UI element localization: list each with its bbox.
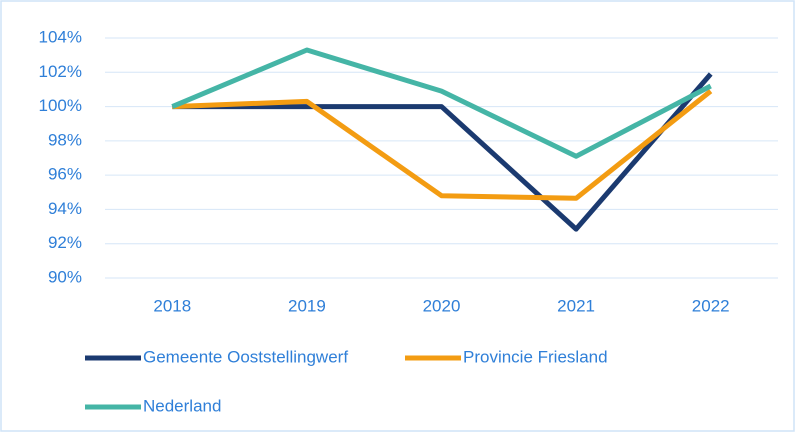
y-tick-label: 100% bbox=[39, 96, 82, 115]
series-line bbox=[171, 47, 712, 159]
x-tick-label: 2018 bbox=[153, 296, 191, 315]
y-tick-label: 92% bbox=[48, 233, 82, 252]
series-line bbox=[172, 89, 713, 201]
series-line bbox=[172, 72, 713, 232]
x-tick-label: 2021 bbox=[557, 296, 595, 315]
y-tick-label: 104% bbox=[39, 27, 82, 46]
y-tick-label: 90% bbox=[48, 267, 82, 286]
x-tick-label: 2022 bbox=[692, 296, 730, 315]
y-tick-label: 96% bbox=[48, 165, 82, 184]
legend-label: Provincie Friesland bbox=[463, 347, 608, 366]
y-tick-label: 102% bbox=[39, 62, 82, 81]
x-tick-label: 2020 bbox=[423, 296, 461, 315]
legend-label: Nederland bbox=[143, 396, 221, 415]
legend-label: Gemeente Ooststellingwerf bbox=[143, 347, 348, 366]
y-tick-label: 94% bbox=[48, 199, 82, 218]
x-tick-label: 2019 bbox=[288, 296, 326, 315]
y-tick-label: 98% bbox=[48, 130, 82, 149]
